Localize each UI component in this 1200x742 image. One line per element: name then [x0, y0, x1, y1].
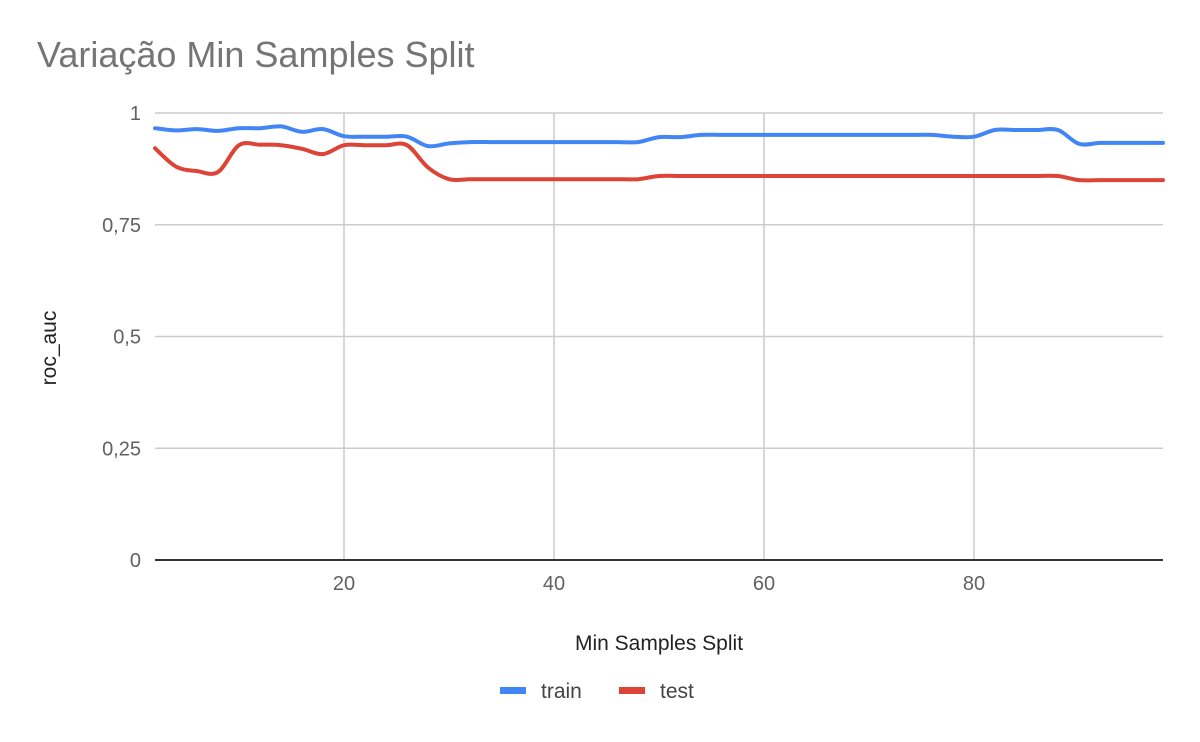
y-tick-label: 0,25: [102, 438, 141, 460]
chart-title: Variação Min Samples Split: [37, 34, 475, 75]
axis-ticks: 0 0,25 0,5 0,75 1 20 40 60 80: [102, 103, 985, 595]
x-axis-title: Min Samples Split: [575, 632, 743, 655]
y-tick-label: 0: [130, 550, 141, 572]
x-tick-label: 80: [963, 573, 985, 595]
legend-label-train: train: [541, 680, 582, 703]
legend-swatch-train: [500, 687, 526, 694]
y-tick-label: 0,75: [102, 215, 141, 237]
series-line-test: [153, 141, 1165, 183]
legend: train test: [500, 680, 694, 703]
x-tick-label: 20: [333, 573, 355, 595]
legend-swatch-test: [619, 687, 645, 694]
x-tick-label: 40: [543, 573, 565, 595]
y-tick-label: 1: [130, 103, 141, 125]
y-axis-title: roc_auc: [38, 311, 61, 386]
gridlines: [155, 112, 1163, 560]
series-lines: [153, 124, 1165, 183]
x-tick-label: 60: [753, 573, 775, 595]
legend-label-test: test: [660, 680, 694, 703]
y-tick-label: 0,5: [113, 327, 141, 349]
series-line-train: [153, 124, 1165, 149]
